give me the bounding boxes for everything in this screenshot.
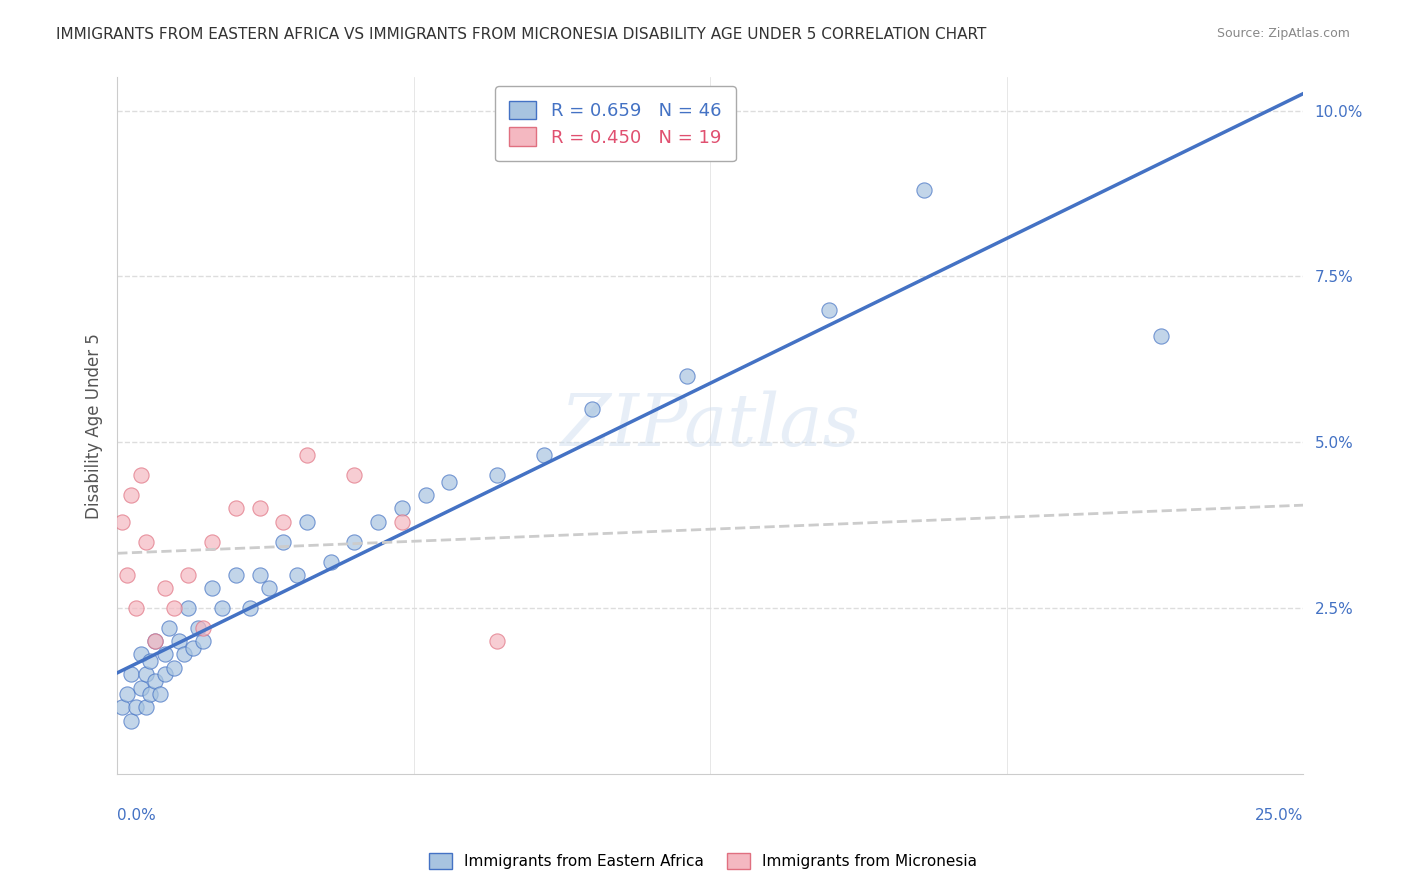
Point (125, 700, 148, 714)
Point (135, 667, 157, 681)
Point (485, 468, 508, 483)
Point (581, 402, 603, 417)
Point (153, 648, 176, 662)
Legend: R = 0.659   N = 46, R = 0.450   N = 19: R = 0.659 N = 46, R = 0.450 N = 19 (495, 87, 735, 161)
Point (143, 673, 166, 688)
Point (135, 534, 157, 549)
Point (129, 681, 152, 695)
Point (111, 515, 134, 529)
Point (129, 648, 152, 662)
Point (181, 640, 204, 655)
Point (191, 621, 214, 635)
Point (439, 475, 461, 489)
Point (129, 468, 152, 483)
Point (1150, 329, 1173, 343)
Point (319, 555, 342, 569)
Point (153, 581, 176, 595)
Point (415, 488, 437, 502)
Point (115, 687, 138, 701)
Legend: Immigrants from Eastern Africa, Immigrants from Micronesia: Immigrants from Eastern Africa, Immigran… (423, 847, 983, 875)
Point (287, 567, 309, 582)
Point (249, 501, 271, 516)
Point (139, 654, 162, 668)
Point (225, 567, 247, 582)
Text: 25.0%: 25.0% (1256, 808, 1303, 823)
Point (157, 621, 180, 635)
Point (135, 700, 157, 714)
Point (343, 468, 366, 483)
Point (271, 534, 294, 549)
Point (485, 634, 508, 648)
Point (367, 515, 389, 529)
Text: ZIPatlas: ZIPatlas (561, 391, 860, 461)
Point (391, 501, 413, 516)
Point (163, 601, 186, 615)
Point (139, 687, 162, 701)
Point (163, 660, 186, 674)
Point (533, 449, 555, 463)
Point (391, 515, 413, 529)
Point (187, 621, 209, 635)
Point (191, 634, 214, 648)
Point (120, 714, 142, 728)
Point (201, 581, 224, 595)
Point (111, 700, 134, 714)
Text: Source: ZipAtlas.com: Source: ZipAtlas.com (1216, 27, 1350, 40)
Point (343, 534, 366, 549)
Point (912, 183, 935, 197)
Point (143, 634, 166, 648)
Point (675, 368, 697, 383)
Point (295, 449, 318, 463)
Point (271, 515, 294, 529)
Point (115, 567, 138, 582)
Text: IMMIGRANTS FROM EASTERN AFRICA VS IMMIGRANTS FROM MICRONESIA DISABILITY AGE UNDE: IMMIGRANTS FROM EASTERN AFRICA VS IMMIGR… (56, 27, 987, 42)
Point (143, 634, 166, 648)
Point (120, 488, 142, 502)
Point (153, 667, 176, 681)
Point (818, 302, 841, 317)
Point (173, 648, 195, 662)
Point (167, 634, 190, 648)
Point (249, 567, 271, 582)
Point (177, 601, 200, 615)
Point (257, 581, 280, 595)
Point (201, 534, 224, 549)
Point (120, 667, 142, 681)
Point (149, 687, 172, 701)
Point (211, 601, 233, 615)
Point (125, 601, 148, 615)
Point (239, 601, 262, 615)
Point (177, 567, 200, 582)
Point (225, 501, 247, 516)
Text: 0.0%: 0.0% (117, 808, 156, 823)
Y-axis label: Disability Age Under 5: Disability Age Under 5 (86, 333, 103, 518)
Point (295, 515, 318, 529)
